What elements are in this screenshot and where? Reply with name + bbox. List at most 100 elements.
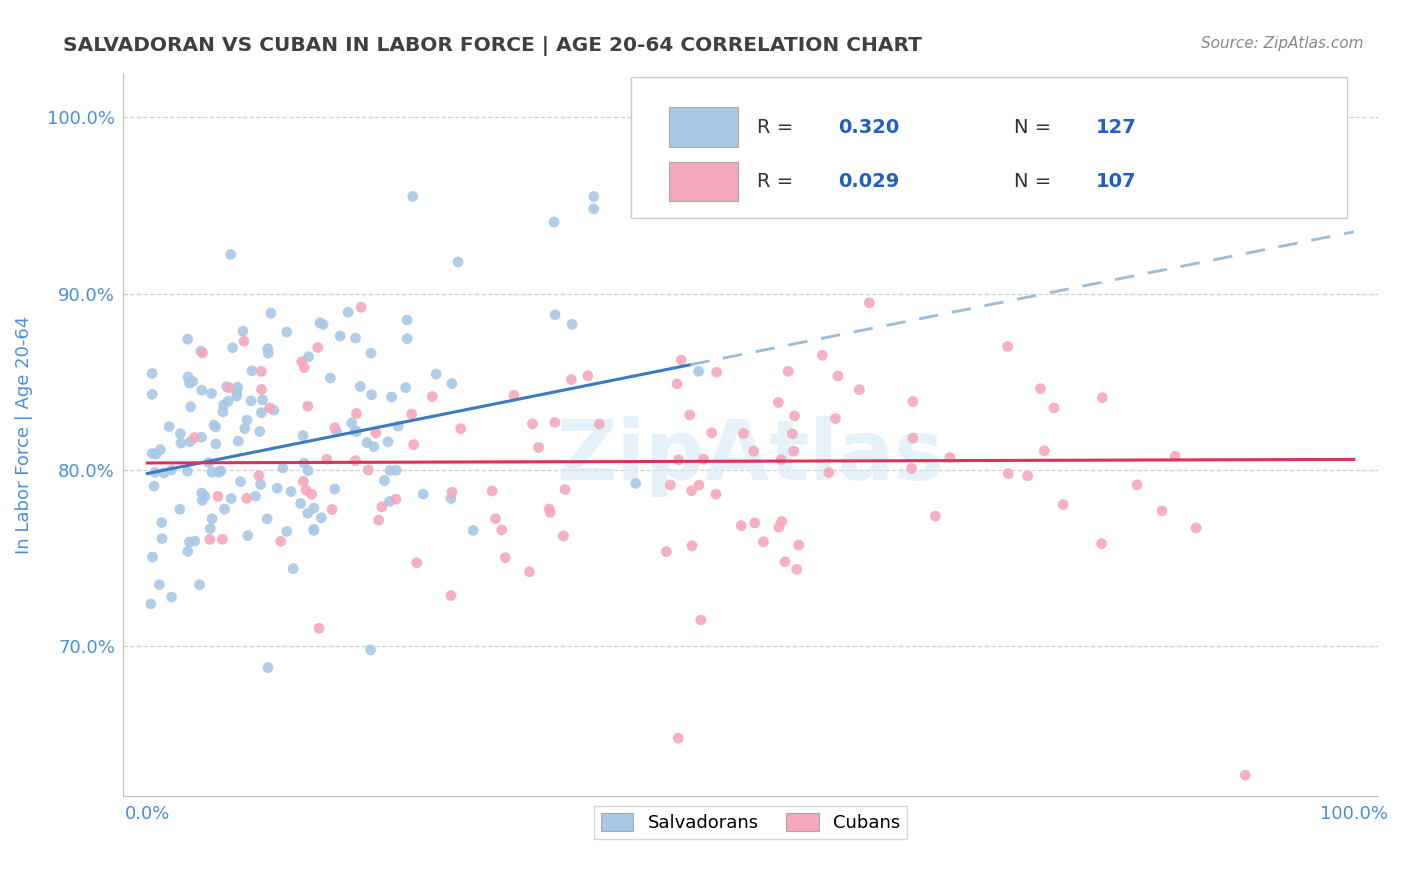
Point bbox=[346, 407, 368, 421]
Point bbox=[380, 390, 402, 404]
Text: N =: N = bbox=[1014, 172, 1057, 191]
Point bbox=[211, 405, 233, 419]
Point bbox=[250, 364, 273, 378]
Y-axis label: In Labor Force | Age 20-64: In Labor Force | Age 20-64 bbox=[15, 316, 32, 554]
Point bbox=[377, 434, 399, 449]
Point bbox=[768, 520, 790, 534]
Point bbox=[202, 418, 225, 433]
Text: SALVADORAN VS CUBAN IN LABOR FORCE | AGE 20-64 CORRELATION CHART: SALVADORAN VS CUBAN IN LABOR FORCE | AGE… bbox=[63, 36, 922, 55]
Point bbox=[301, 487, 323, 501]
Point bbox=[177, 370, 200, 384]
Point bbox=[233, 422, 256, 436]
Point bbox=[150, 532, 173, 546]
Point bbox=[249, 477, 271, 491]
Point bbox=[232, 324, 254, 338]
Point bbox=[176, 332, 198, 346]
Point bbox=[240, 364, 263, 378]
Point bbox=[312, 318, 335, 332]
Point bbox=[139, 597, 162, 611]
Point bbox=[554, 483, 576, 497]
Point bbox=[402, 438, 425, 452]
Point bbox=[666, 376, 689, 391]
Text: Source: ZipAtlas.com: Source: ZipAtlas.com bbox=[1201, 36, 1364, 51]
Point bbox=[402, 189, 425, 203]
Point bbox=[323, 482, 346, 496]
Point bbox=[276, 524, 298, 539]
Point bbox=[219, 491, 242, 506]
FancyBboxPatch shape bbox=[631, 77, 1347, 218]
Point bbox=[302, 524, 325, 538]
Text: ZipAtlas: ZipAtlas bbox=[557, 416, 945, 497]
Point bbox=[752, 534, 775, 549]
Point bbox=[236, 413, 259, 427]
Point bbox=[360, 346, 382, 360]
Point bbox=[207, 490, 229, 504]
Point bbox=[1090, 536, 1112, 550]
Text: R =: R = bbox=[756, 118, 800, 136]
Point bbox=[209, 464, 232, 478]
Point bbox=[271, 461, 294, 475]
Point bbox=[180, 400, 202, 414]
Point bbox=[668, 452, 690, 467]
Point bbox=[250, 406, 273, 420]
Point bbox=[340, 416, 363, 430]
Point bbox=[783, 444, 806, 458]
Point bbox=[576, 368, 599, 383]
Point bbox=[309, 316, 332, 330]
Point bbox=[141, 446, 163, 460]
Point bbox=[560, 373, 582, 387]
Point bbox=[157, 419, 180, 434]
Point bbox=[364, 425, 387, 440]
Legend: Salvadorans, Cubans: Salvadorans, Cubans bbox=[593, 805, 907, 839]
Point bbox=[1234, 768, 1257, 782]
Point bbox=[824, 411, 846, 425]
Point bbox=[387, 419, 409, 434]
Point bbox=[188, 578, 211, 592]
Point bbox=[302, 501, 325, 516]
Point bbox=[484, 511, 506, 525]
Point bbox=[204, 437, 226, 451]
Point bbox=[690, 613, 713, 627]
Point bbox=[900, 461, 922, 475]
Point bbox=[659, 478, 682, 492]
Point bbox=[385, 492, 408, 507]
Point bbox=[240, 393, 263, 408]
Point bbox=[181, 375, 204, 389]
Point bbox=[252, 392, 274, 407]
Point bbox=[200, 522, 222, 536]
Point bbox=[440, 376, 463, 391]
Point bbox=[666, 731, 689, 746]
Text: R =: R = bbox=[756, 172, 800, 191]
Point bbox=[1126, 478, 1149, 492]
Point bbox=[218, 381, 240, 395]
Point bbox=[503, 388, 526, 402]
Point bbox=[778, 364, 800, 378]
Point bbox=[817, 466, 839, 480]
Point bbox=[295, 483, 318, 497]
Point bbox=[160, 590, 183, 604]
Point bbox=[319, 371, 342, 385]
Point bbox=[225, 385, 247, 400]
Point bbox=[291, 355, 314, 369]
Point bbox=[325, 424, 347, 438]
Point bbox=[378, 463, 401, 477]
Point bbox=[236, 528, 259, 542]
Point bbox=[440, 485, 463, 500]
Point bbox=[149, 442, 172, 457]
Point bbox=[170, 436, 193, 450]
Point bbox=[256, 512, 278, 526]
Point bbox=[263, 403, 285, 417]
Point bbox=[360, 388, 382, 402]
Point bbox=[671, 353, 693, 368]
Point bbox=[401, 407, 423, 421]
Point bbox=[176, 464, 198, 478]
Point bbox=[371, 500, 394, 514]
Point bbox=[207, 465, 229, 479]
Point bbox=[145, 447, 167, 461]
Point bbox=[201, 465, 224, 479]
Point bbox=[1052, 498, 1074, 512]
Point bbox=[363, 440, 385, 454]
Point bbox=[412, 487, 434, 501]
Point bbox=[225, 389, 247, 403]
Point bbox=[190, 344, 212, 359]
